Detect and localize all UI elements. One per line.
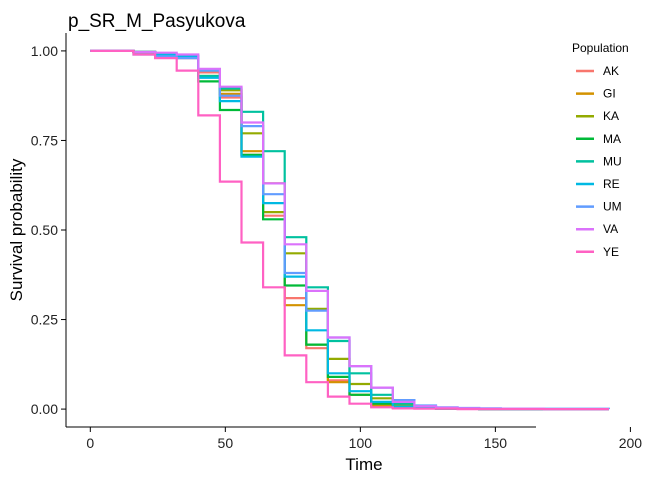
legend-label-gi: GI <box>603 87 616 101</box>
legend-label-um: UM <box>603 200 622 214</box>
y-tick-label: 0.00 <box>31 401 58 417</box>
x-axis-title: Time <box>345 455 382 474</box>
legend-label-ye: YE <box>603 245 619 259</box>
legend: Population AK GI KA MA MU RE UM VA YE <box>572 41 629 259</box>
y-tick-label: 0.50 <box>31 222 58 238</box>
y-axis-title: Survival probability <box>7 158 26 301</box>
legend-label-re: RE <box>603 177 620 191</box>
x-axis-ticks: 0 50 100 150 200 <box>86 427 642 451</box>
legend-label-ak: AK <box>603 64 619 78</box>
legend-label-ma: MA <box>603 132 621 146</box>
y-tick-label: 1.00 <box>31 43 58 59</box>
x-tick-label: 100 <box>349 435 373 451</box>
y-tick-label: 0.25 <box>31 312 58 328</box>
legend-title: Population <box>572 41 629 55</box>
legend-label-mu: MU <box>603 154 622 168</box>
legend-label-va: VA <box>603 222 618 236</box>
x-tick-label: 200 <box>619 435 643 451</box>
x-tick-label: 150 <box>484 435 508 451</box>
x-tick-label: 0 <box>86 435 94 451</box>
y-axis-ticks: 0.00 0.25 0.50 0.75 1.00 <box>31 43 66 417</box>
plot-area <box>90 49 610 411</box>
chart-title: p_SR_M_Pasyukova <box>68 11 246 32</box>
x-tick-label: 50 <box>218 435 234 451</box>
y-tick-label: 0.75 <box>31 132 58 148</box>
series-line-ye <box>90 49 609 411</box>
legend-label-ka: KA <box>603 109 619 123</box>
series-line-va <box>90 49 609 411</box>
